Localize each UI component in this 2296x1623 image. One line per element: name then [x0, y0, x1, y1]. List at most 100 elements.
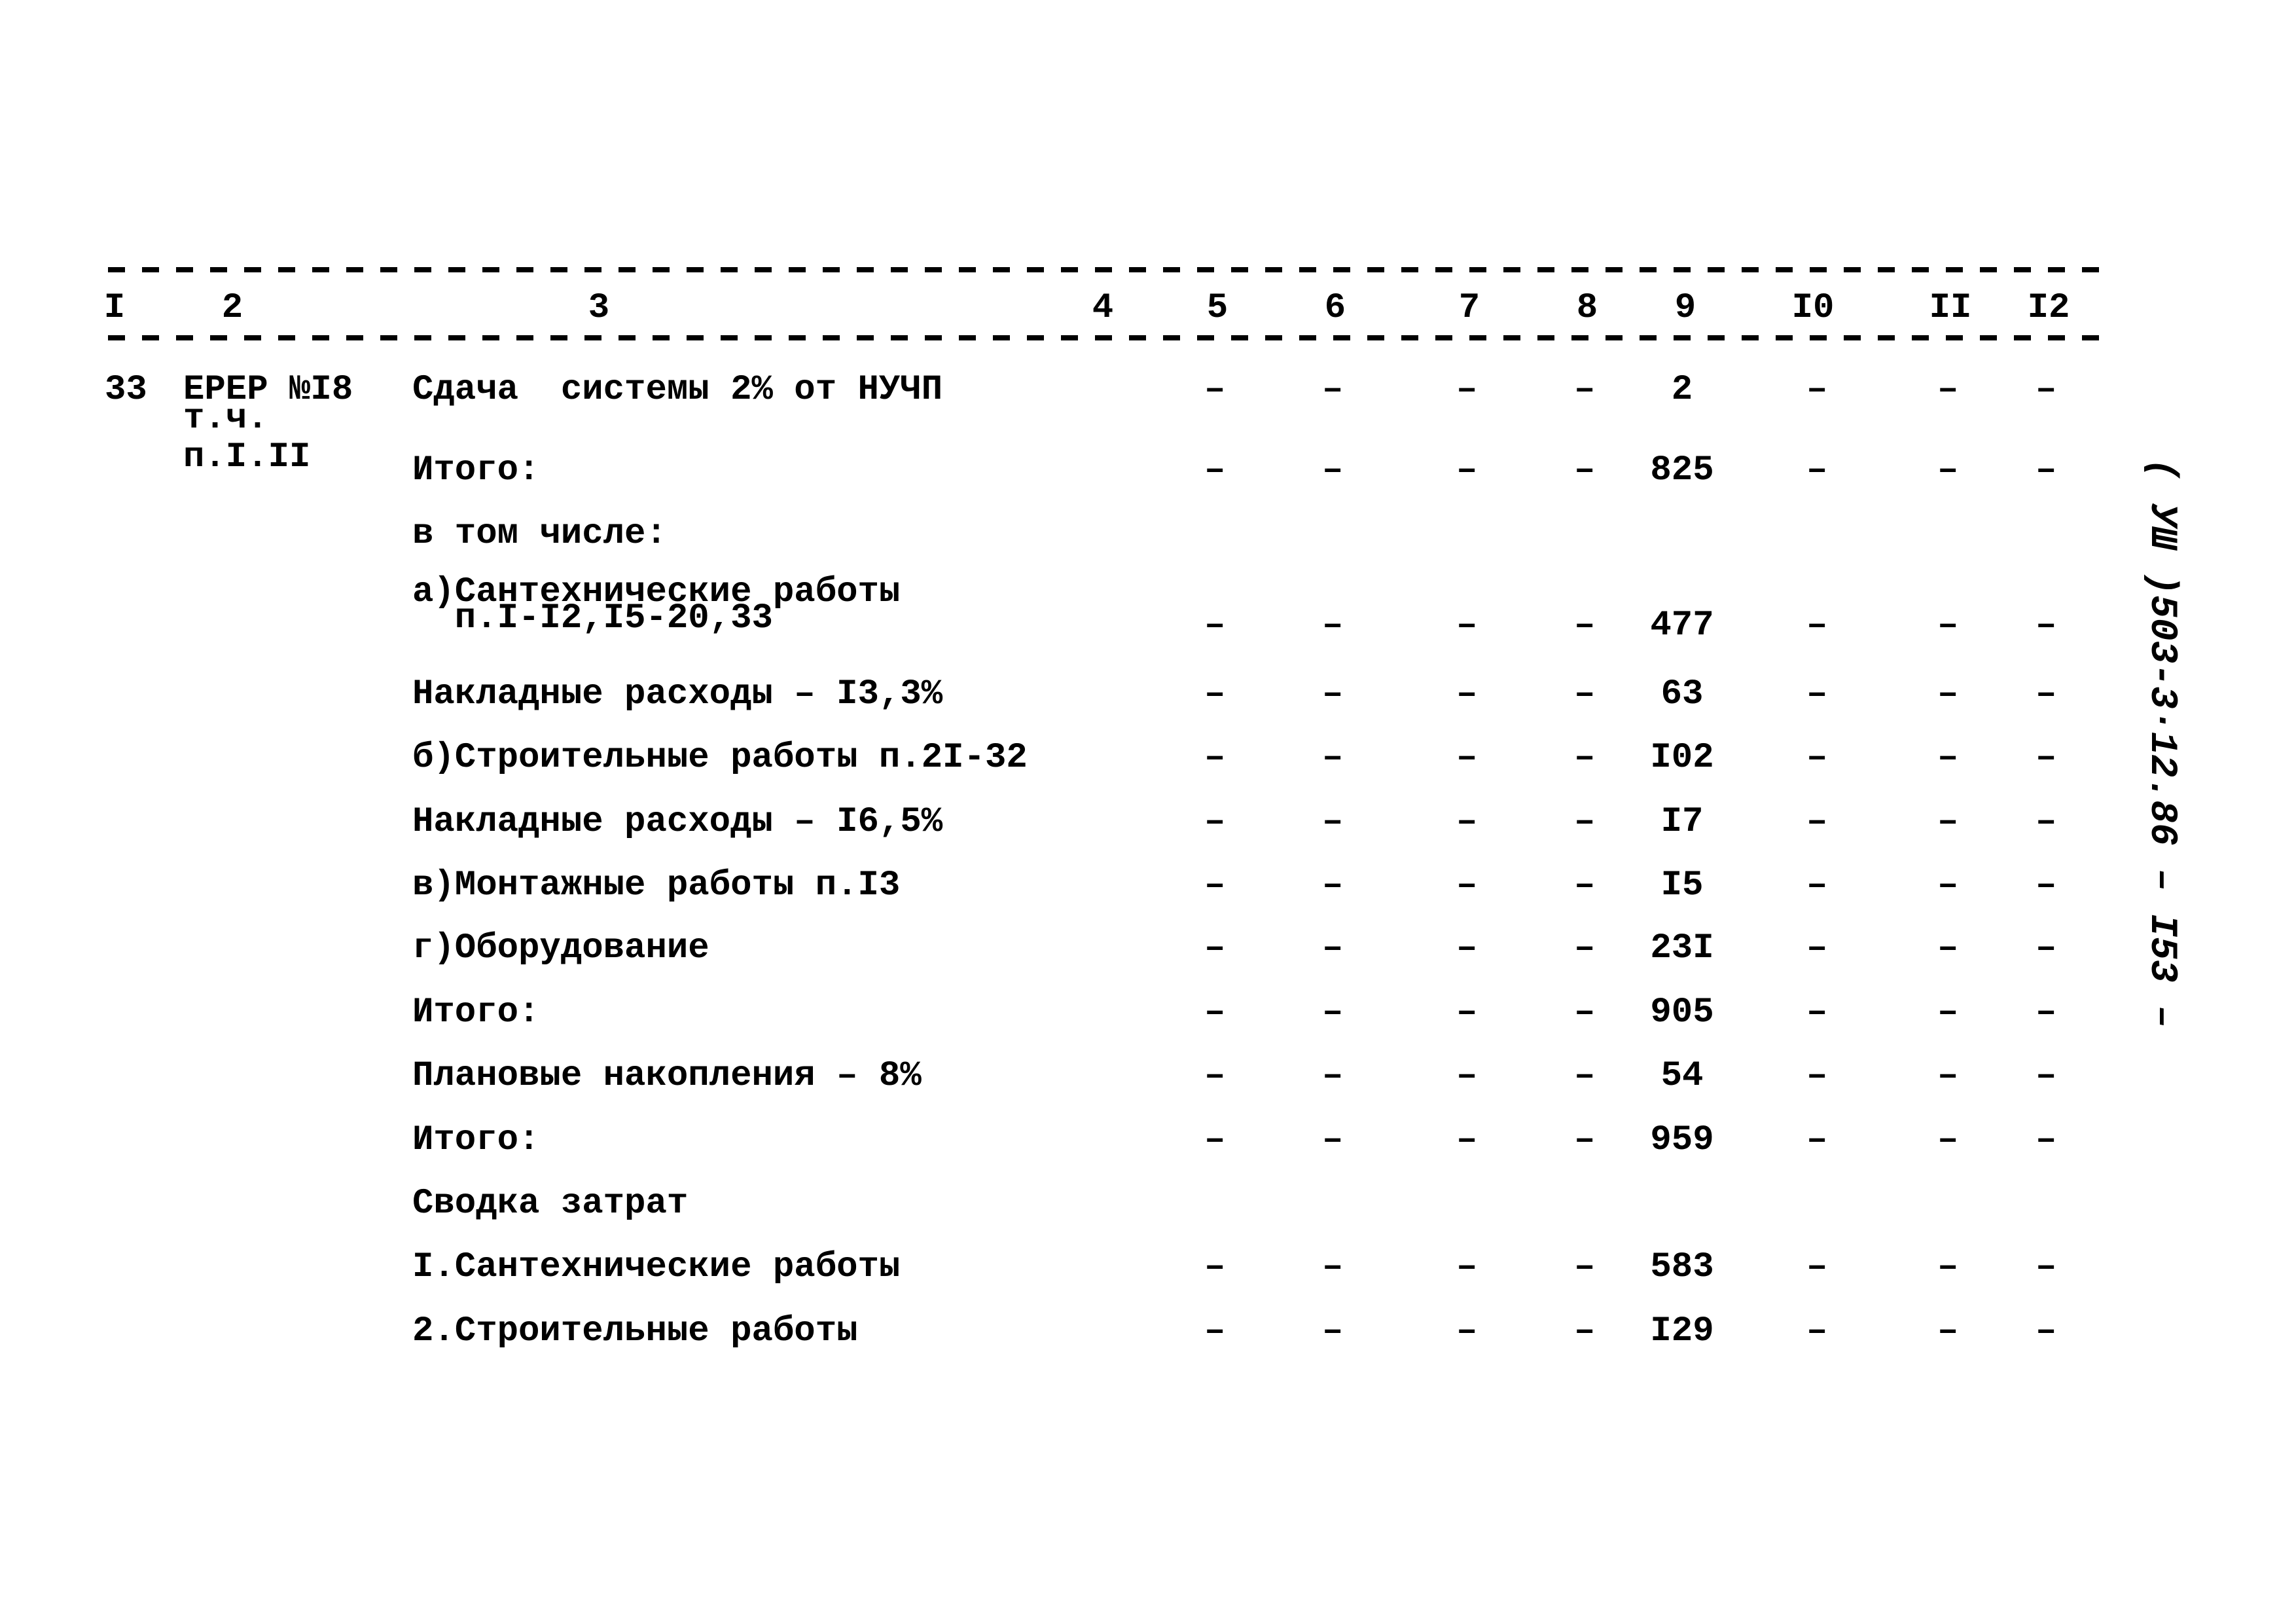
entry-number: 33: [105, 370, 147, 410]
cell-col-11: –: [1937, 606, 1959, 646]
cell-col-6: –: [1322, 738, 1344, 778]
row-label: I.Сантехнические работы: [412, 1247, 901, 1287]
cell-col-7: –: [1456, 738, 1478, 778]
cell-col-5: –: [1204, 450, 1226, 490]
cell-col-7: –: [1456, 370, 1478, 410]
row-label: Накладные расходы – I6,5%: [412, 802, 943, 842]
cell-col-10: –: [1806, 1120, 1828, 1160]
cell-col-12: –: [2036, 450, 2057, 490]
row-label: Накладные расходы – I3,3%: [412, 674, 943, 714]
cell-col-5: –: [1204, 674, 1226, 714]
cell-col-10: –: [1806, 866, 1828, 905]
row-label: в том числе:: [412, 514, 667, 554]
col-header-12: I2: [2027, 288, 2070, 328]
cell-col-11: –: [1937, 993, 1959, 1032]
cell-col-6: –: [1322, 1311, 1344, 1351]
entry-code: ЕРЕР №I8: [183, 370, 353, 410]
cell-col-12: –: [2036, 802, 2057, 842]
cell-col-8: –: [1574, 674, 1596, 714]
cell-col-10: –: [1806, 606, 1828, 646]
cell-col-12: –: [2036, 1120, 2057, 1160]
cell-col-5: –: [1204, 802, 1226, 842]
table-row: Накладные расходы – I6,5% – – – – I7 – – –: [0, 802, 2296, 848]
cell-col-7: –: [1456, 866, 1478, 905]
cell-col-9: I7: [1660, 802, 1704, 842]
cell-col-10: –: [1806, 738, 1828, 778]
cell-col-6: –: [1322, 606, 1344, 646]
cell-col-12: –: [2036, 866, 2057, 905]
cell-col-11: –: [1937, 866, 1959, 905]
cell-col-11: –: [1937, 1247, 1959, 1287]
cell-col-9: I29: [1650, 1311, 1714, 1351]
cell-col-11: –: [1937, 674, 1959, 714]
cell-col-7: –: [1456, 802, 1478, 842]
cell-col-9: 825: [1650, 450, 1714, 490]
cell-col-9: 583: [1650, 1247, 1714, 1287]
entry-code-line3: п.I.II: [183, 437, 311, 477]
cell-col-7: –: [1456, 674, 1478, 714]
cell-col-12: –: [2036, 370, 2057, 410]
row-label: б)Строительные работы п.2I-32: [412, 738, 1028, 778]
cell-col-5: –: [1204, 993, 1226, 1032]
row-label: Сводка затрат: [412, 1184, 689, 1224]
cell-col-7: –: [1456, 993, 1478, 1032]
cell-col-7: –: [1456, 606, 1478, 646]
cell-col-10: –: [1806, 993, 1828, 1032]
cell-col-8: –: [1574, 802, 1596, 842]
cell-col-8: –: [1574, 1247, 1596, 1287]
cell-col-6: –: [1322, 1120, 1344, 1160]
table-row: в том числе:: [0, 514, 2296, 560]
row-label: Сдача системы 2% от НУЧП: [412, 370, 943, 410]
row-label: г)Оборудование: [412, 928, 709, 968]
cell-col-6: –: [1322, 370, 1344, 410]
cell-col-9: I02: [1650, 738, 1714, 778]
cell-col-11: –: [1937, 802, 1959, 842]
cell-col-10: –: [1806, 802, 1828, 842]
col-header-1: I: [103, 288, 126, 328]
cell-col-8: –: [1574, 370, 1596, 410]
table-row: Сдача системы 2% от НУЧП – – – – 2 – – –: [0, 370, 2296, 416]
col-header-6: 6: [1324, 288, 1346, 328]
row-label: Итого:: [412, 993, 540, 1032]
row-label: Итого:: [412, 1120, 540, 1160]
cell-col-11: –: [1937, 1311, 1959, 1351]
cell-col-11: –: [1937, 738, 1959, 778]
row-label: Плановые накопления – 8%: [412, 1056, 922, 1096]
cell-col-9: 477: [1650, 606, 1714, 646]
cell-col-10: –: [1806, 1311, 1828, 1351]
col-header-9: 9: [1674, 288, 1696, 328]
col-header-11: II: [1929, 288, 1972, 328]
cell-col-8: –: [1574, 928, 1596, 968]
cell-col-5: –: [1204, 1056, 1226, 1096]
col-header-4: 4: [1092, 288, 1114, 328]
cell-col-9: 63: [1660, 674, 1704, 714]
cell-col-12: –: [2036, 1056, 2057, 1096]
cell-col-6: –: [1322, 928, 1344, 968]
cell-col-8: –: [1574, 993, 1596, 1032]
cell-col-11: –: [1937, 1056, 1959, 1096]
cell-col-10: –: [1806, 450, 1828, 490]
row-label: 2.Строительные работы: [412, 1311, 858, 1351]
cell-col-10: –: [1806, 674, 1828, 714]
cell-col-9: 959: [1650, 1120, 1714, 1160]
cell-col-10: –: [1806, 1056, 1828, 1096]
cell-col-6: –: [1322, 674, 1344, 714]
cell-col-8: –: [1574, 1120, 1596, 1160]
table-row: Итого: – – – – 959 – – –: [0, 1120, 2296, 1166]
cell-col-10: –: [1806, 1247, 1828, 1287]
cell-col-5: –: [1204, 1120, 1226, 1160]
cell-col-7: –: [1456, 1311, 1478, 1351]
row-label: в)Монтажные работы п.I3: [412, 866, 901, 905]
cell-col-8: –: [1574, 450, 1596, 490]
cell-col-11: –: [1937, 370, 1959, 410]
cell-col-9: 905: [1650, 993, 1714, 1032]
table-row: 2.Строительные работы – – – – I29 – – –: [0, 1311, 2296, 1357]
table-row: Итого: – – – – 825 – – –: [0, 450, 2296, 496]
col-header-3: 3: [588, 288, 610, 328]
cell-col-11: –: [1937, 450, 1959, 490]
cell-col-5: –: [1204, 370, 1226, 410]
table-row: в)Монтажные работы п.I3 – – – – I5 – – –: [0, 866, 2296, 911]
table-row: I.Сантехнические работы – – – – 583 – – –: [0, 1247, 2296, 1293]
cell-col-6: –: [1322, 1056, 1344, 1096]
table-row: Плановые накопления – 8% – – – – 54 – – –: [0, 1056, 2296, 1102]
